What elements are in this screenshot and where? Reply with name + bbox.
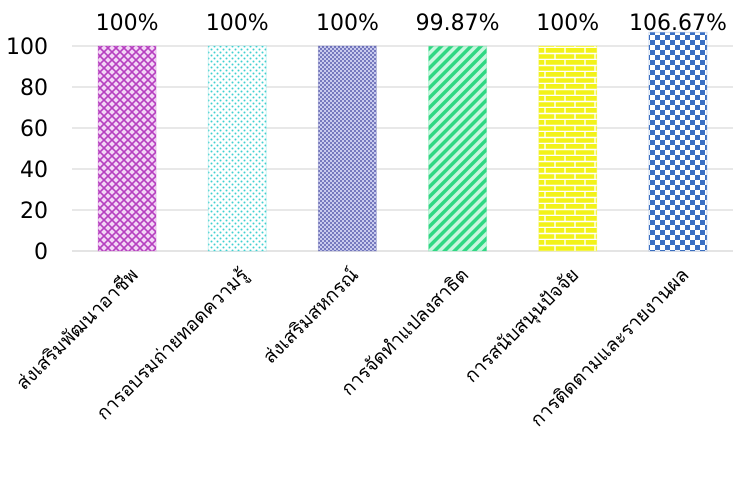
- x-tick-label: ส่งเสริมพัฒนาอาชีพ: [12, 264, 142, 394]
- data-label: 99.87%: [416, 11, 500, 36]
- bar: [97, 45, 157, 252]
- data-label: 100%: [536, 11, 599, 36]
- bar: [648, 31, 708, 252]
- bar: [428, 45, 488, 252]
- bar: [538, 45, 598, 252]
- y-tick-label: 0: [34, 240, 48, 265]
- bar: [207, 45, 267, 252]
- gridlines: [72, 45, 733, 252]
- data-label: 106.67%: [629, 11, 727, 36]
- y-tick-label: 80: [20, 76, 48, 101]
- x-tick-label: การสนับสนุนปัจจัย: [460, 264, 584, 388]
- x-axis-ticks: ส่งเสริมพัฒนาอาชีพการอบรมถ่ายทอดความรู้ส…: [12, 264, 693, 431]
- data-labels: 100% 100% 100% 99.87% 100% 106.67%: [96, 11, 727, 36]
- x-tick-label: ส่งเสริมสหกรณ์: [259, 264, 363, 368]
- y-tick-label: 60: [20, 117, 48, 142]
- y-axis-ticks: 0 20 40 60 80 100: [6, 35, 48, 265]
- y-tick-label: 40: [20, 158, 48, 183]
- y-tick-label: 20: [20, 199, 48, 224]
- bars: [97, 31, 708, 252]
- data-label: 100%: [96, 11, 159, 36]
- bar: [317, 45, 377, 252]
- data-label: 100%: [206, 11, 269, 36]
- y-tick-label: 100: [6, 35, 48, 60]
- data-label: 100%: [316, 11, 379, 36]
